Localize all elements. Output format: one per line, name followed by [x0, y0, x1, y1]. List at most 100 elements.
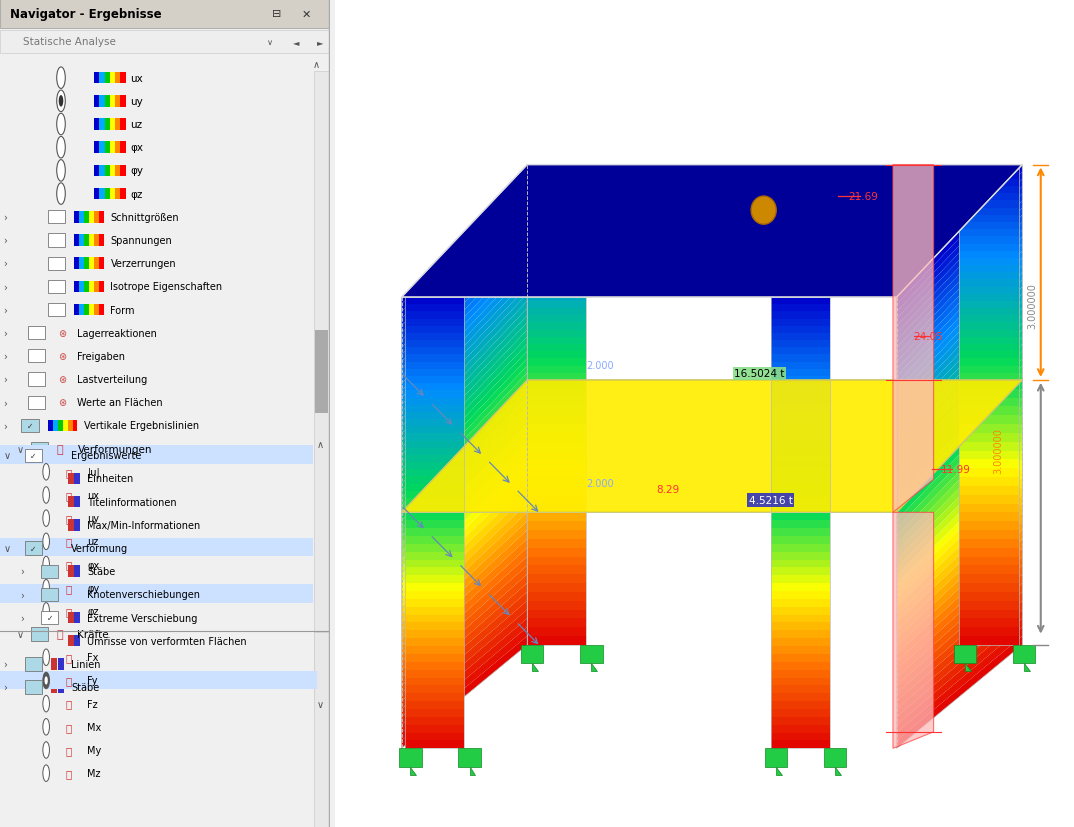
Polygon shape — [402, 273, 527, 413]
Polygon shape — [771, 434, 830, 441]
Polygon shape — [402, 380, 1022, 513]
Polygon shape — [527, 636, 586, 645]
Polygon shape — [897, 398, 1022, 537]
Polygon shape — [527, 316, 586, 323]
FancyBboxPatch shape — [99, 212, 104, 223]
Polygon shape — [897, 366, 1022, 505]
Polygon shape — [405, 662, 464, 670]
Polygon shape — [771, 448, 830, 456]
Polygon shape — [771, 477, 830, 484]
FancyBboxPatch shape — [28, 350, 45, 363]
Polygon shape — [771, 398, 830, 405]
Polygon shape — [405, 327, 464, 333]
FancyBboxPatch shape — [580, 645, 603, 663]
FancyBboxPatch shape — [93, 258, 99, 270]
FancyBboxPatch shape — [74, 304, 79, 316]
Text: Stäbe: Stäbe — [87, 566, 116, 576]
Polygon shape — [402, 337, 527, 477]
FancyBboxPatch shape — [954, 645, 975, 663]
FancyBboxPatch shape — [93, 165, 99, 177]
Polygon shape — [771, 470, 830, 477]
Polygon shape — [771, 312, 830, 319]
Polygon shape — [897, 548, 1022, 670]
Polygon shape — [897, 539, 1022, 662]
FancyBboxPatch shape — [0, 585, 314, 603]
Text: uy: uy — [87, 514, 100, 523]
Polygon shape — [897, 495, 1022, 623]
Text: Spannungen: Spannungen — [111, 236, 172, 246]
Polygon shape — [771, 686, 830, 693]
Text: ⎓: ⎓ — [66, 745, 72, 755]
FancyBboxPatch shape — [99, 258, 104, 270]
Polygon shape — [527, 237, 586, 244]
Circle shape — [57, 160, 66, 182]
Polygon shape — [897, 287, 1022, 427]
FancyBboxPatch shape — [99, 281, 104, 293]
Polygon shape — [959, 601, 1018, 609]
Polygon shape — [405, 427, 464, 434]
Polygon shape — [405, 647, 464, 654]
Text: ⎓: ⎓ — [66, 653, 72, 662]
Polygon shape — [527, 208, 586, 216]
Polygon shape — [402, 451, 527, 584]
Text: Fx: Fx — [87, 653, 99, 662]
Polygon shape — [959, 244, 1018, 251]
Polygon shape — [405, 599, 464, 607]
Polygon shape — [405, 499, 464, 505]
Text: Form: Form — [111, 305, 135, 315]
FancyBboxPatch shape — [93, 189, 99, 200]
Polygon shape — [892, 513, 933, 748]
FancyBboxPatch shape — [99, 119, 104, 131]
Polygon shape — [959, 280, 1018, 287]
FancyBboxPatch shape — [115, 165, 120, 177]
Polygon shape — [402, 566, 527, 686]
Polygon shape — [897, 575, 1022, 693]
Polygon shape — [771, 521, 830, 528]
Polygon shape — [959, 308, 1018, 316]
Polygon shape — [897, 187, 1022, 327]
Polygon shape — [771, 584, 830, 591]
Circle shape — [57, 114, 66, 136]
Polygon shape — [402, 359, 527, 499]
Polygon shape — [959, 194, 1018, 201]
Polygon shape — [897, 323, 1022, 462]
Polygon shape — [771, 544, 830, 552]
Polygon shape — [897, 390, 1022, 528]
Polygon shape — [959, 451, 1018, 460]
Text: ∨: ∨ — [3, 451, 11, 461]
Polygon shape — [402, 522, 527, 647]
Polygon shape — [959, 407, 1018, 416]
Polygon shape — [527, 173, 586, 179]
Text: ›: › — [3, 282, 8, 292]
Polygon shape — [405, 638, 464, 647]
Text: Max/Min-Informationen: Max/Min-Informationen — [87, 520, 201, 530]
Polygon shape — [897, 337, 1022, 477]
Polygon shape — [897, 222, 1022, 362]
FancyBboxPatch shape — [400, 748, 421, 767]
FancyBboxPatch shape — [48, 234, 64, 247]
FancyBboxPatch shape — [93, 119, 99, 131]
Polygon shape — [959, 187, 1018, 194]
FancyBboxPatch shape — [89, 258, 93, 270]
Polygon shape — [771, 567, 830, 576]
Polygon shape — [402, 222, 527, 362]
Polygon shape — [527, 359, 586, 366]
Polygon shape — [402, 557, 527, 678]
FancyBboxPatch shape — [79, 281, 84, 293]
FancyBboxPatch shape — [58, 681, 63, 693]
Text: Vertikale Ergebnislinien: Vertikale Ergebnislinien — [84, 421, 199, 431]
FancyBboxPatch shape — [93, 235, 99, 246]
FancyBboxPatch shape — [48, 304, 64, 317]
Polygon shape — [402, 495, 527, 623]
Polygon shape — [897, 194, 1022, 333]
FancyBboxPatch shape — [110, 165, 115, 177]
FancyBboxPatch shape — [74, 635, 81, 647]
Text: ∨: ∨ — [3, 543, 11, 553]
FancyBboxPatch shape — [25, 681, 42, 694]
Polygon shape — [405, 741, 464, 748]
Text: 24.05: 24.05 — [914, 332, 943, 342]
FancyBboxPatch shape — [314, 72, 330, 699]
Polygon shape — [897, 302, 1022, 441]
Text: ⎓: ⎓ — [66, 467, 72, 477]
Polygon shape — [771, 599, 830, 607]
